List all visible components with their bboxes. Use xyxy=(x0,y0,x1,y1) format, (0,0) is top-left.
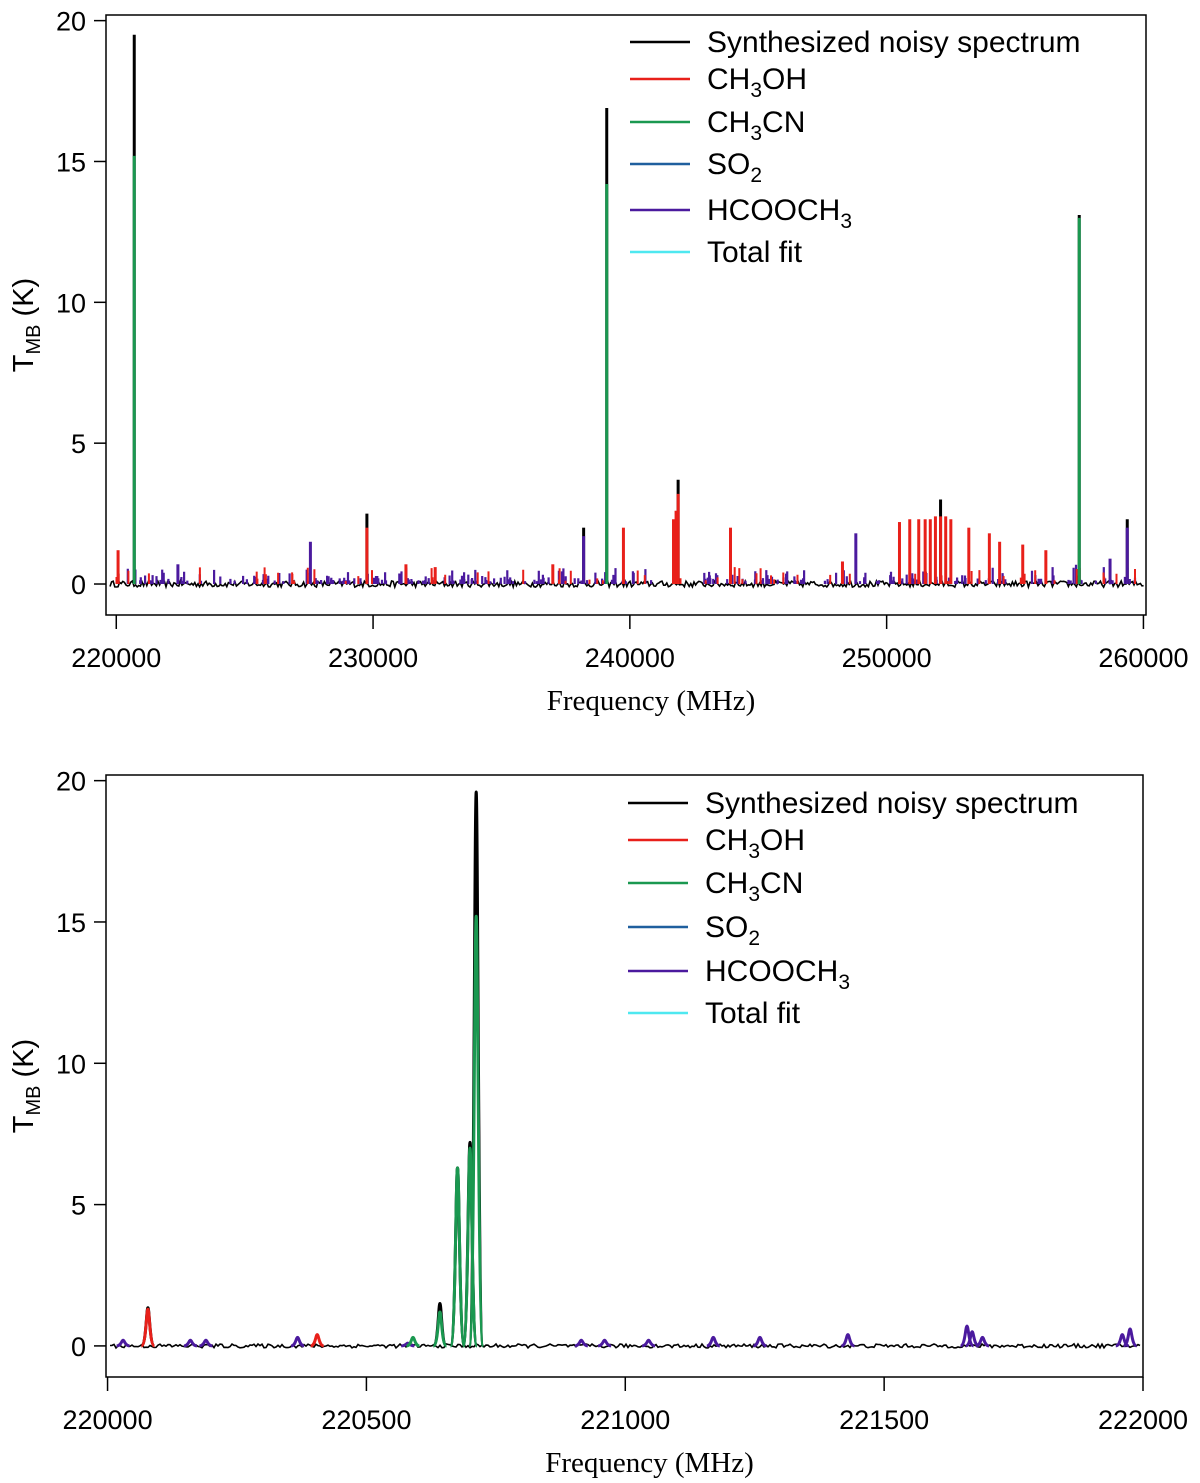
legend-label: SO2 xyxy=(705,911,760,950)
x-tick-label: 250000 xyxy=(842,643,932,673)
peak-hcooch3-3 xyxy=(290,1335,305,1348)
peak-hcooch3-1 xyxy=(183,1338,198,1348)
y-tick-label: 15 xyxy=(56,147,86,177)
y-tick-label: 0 xyxy=(71,1332,86,1362)
plot-frame xyxy=(105,14,1147,616)
peak-hcooch3-13 xyxy=(975,1335,990,1348)
x-axis-label: Frequency (MHz) xyxy=(547,685,756,717)
legend-label: SO2 xyxy=(707,148,762,187)
peak-hcooch3-10 xyxy=(840,1333,855,1348)
peak-hcooch3-15 xyxy=(1122,1327,1138,1348)
x-tick-label: 220500 xyxy=(321,1405,411,1435)
peak-ch3cn-2 xyxy=(449,1166,466,1348)
legend-label: CH3CN xyxy=(707,106,805,145)
peak-hcooch3-6 xyxy=(597,1338,612,1348)
y-tick-label: 15 xyxy=(56,908,86,938)
chart-panel-1: 0 5 10 15 20 220000 230000 240000 250000 260000 Fr… xyxy=(8,7,1188,717)
x-tick-label: 260000 xyxy=(1098,643,1188,673)
x-tick-label: 221000 xyxy=(580,1405,670,1435)
peak-hcooch3-4 xyxy=(401,1341,415,1348)
peak-hcooch3-0 xyxy=(116,1338,130,1348)
legend-label: HCOOCH3 xyxy=(707,194,852,233)
legend-label: CH3OH xyxy=(705,824,805,863)
peak-hcooch3-12 xyxy=(965,1330,980,1348)
y-tick-label: 5 xyxy=(71,1191,86,1221)
peak-ch3oh-0 xyxy=(139,1307,156,1348)
x-tick-label: 222000 xyxy=(1098,1405,1188,1435)
legend-label: Total fit xyxy=(705,997,801,1030)
plot-area xyxy=(109,790,1141,1350)
peak-hcooch3-7 xyxy=(641,1338,656,1348)
y-axis-label: TMB (K) xyxy=(8,1039,45,1133)
y-tick-label: 0 xyxy=(71,570,86,600)
peak-hcooch3-9 xyxy=(753,1335,767,1348)
x-tick-label: 221500 xyxy=(839,1405,929,1435)
legend-label: HCOOCH3 xyxy=(705,955,850,994)
x-tick-label: 230000 xyxy=(328,643,418,673)
legend-label: CH3OH xyxy=(707,63,807,102)
y-tick-label: 10 xyxy=(56,288,86,318)
peak-ch3oh-1 xyxy=(310,1333,325,1348)
legend-label: Total fit xyxy=(707,236,803,269)
legend-label: Synthesized noisy spectrum xyxy=(705,787,1079,820)
x-axis-label: Frequency (MHz) xyxy=(545,1447,754,1479)
chart-panel-2: 0 5 10 15 20 220000 220500 221000 221500 222000 Fr… xyxy=(8,767,1188,1479)
peak-hcooch3-5 xyxy=(574,1338,589,1348)
y-tick-label: 5 xyxy=(71,429,86,459)
y-tick-label: 20 xyxy=(56,767,86,797)
x-tick-label: 240000 xyxy=(585,643,675,673)
plot-frame xyxy=(105,774,1144,1378)
peak-hcooch3-8 xyxy=(706,1335,721,1348)
x-tick-label: 220000 xyxy=(71,643,161,673)
y-tick-label: 10 xyxy=(56,1049,86,1079)
y-tick-label: 20 xyxy=(56,7,86,37)
peak-ch3cn-1 xyxy=(431,1310,448,1348)
legend-label: Synthesized noisy spectrum xyxy=(707,26,1081,59)
peak-ch3cn-3 xyxy=(461,1146,479,1348)
hcooch3-forest xyxy=(116,564,1137,584)
legend-label: CH3CN xyxy=(705,867,803,906)
peak-ch3cn-0 xyxy=(406,1335,420,1348)
peak-ch3cn-4 xyxy=(467,914,485,1348)
plot-area xyxy=(109,34,1144,590)
y-axis-label: TMB (K) xyxy=(8,278,45,372)
x-tick-label: 220000 xyxy=(62,1405,152,1435)
peak-hcooch3-2 xyxy=(199,1338,213,1348)
legend-2: Synthesized noisy spectrum CH3OH CH3CN SO2 H… xyxy=(628,787,1079,1030)
